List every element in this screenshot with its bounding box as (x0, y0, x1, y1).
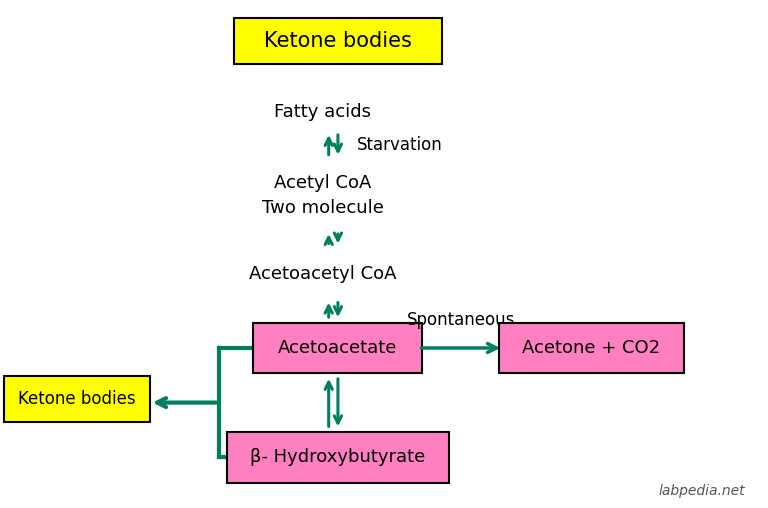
Text: Ketone bodies: Ketone bodies (264, 30, 412, 51)
Text: Acetoacetate: Acetoacetate (278, 339, 398, 357)
Text: β- Hydroxybutyrate: β- Hydroxybutyrate (250, 448, 425, 466)
FancyBboxPatch shape (253, 323, 422, 373)
FancyBboxPatch shape (499, 323, 684, 373)
FancyBboxPatch shape (234, 18, 442, 64)
Text: Fatty acids: Fatty acids (274, 103, 371, 121)
FancyBboxPatch shape (4, 376, 150, 422)
Text: Two molecule: Two molecule (262, 199, 383, 217)
Text: Acetoacetyl CoA: Acetoacetyl CoA (249, 265, 396, 283)
FancyBboxPatch shape (227, 432, 449, 483)
Text: Spontaneous: Spontaneous (406, 311, 515, 329)
Text: Starvation: Starvation (357, 136, 443, 154)
Text: Acetyl CoA: Acetyl CoA (274, 174, 371, 192)
Text: Acetone + CO2: Acetone + CO2 (522, 339, 660, 357)
Text: labpedia.net: labpedia.net (658, 484, 745, 498)
Text: Ketone bodies: Ketone bodies (18, 390, 136, 408)
